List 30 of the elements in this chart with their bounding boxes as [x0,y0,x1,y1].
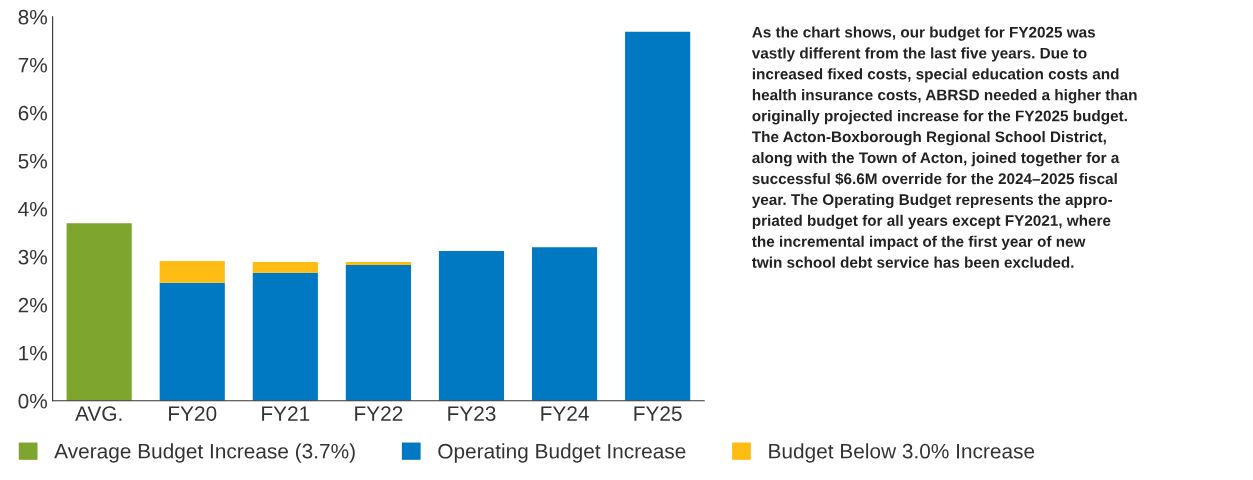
bar [252,272,318,401]
bar [345,262,411,265]
bar [625,31,691,401]
y-tick-label: 7% [18,57,48,73]
x-tick-label: FY25 [634,406,682,421]
legend-label: Average Budget Increase (3.7%) [54,443,355,463]
x-tick-label: FY22 [355,406,403,421]
legend-label: Budget Below 3.0% Increase [769,443,1035,463]
y-tick-label: 3% [18,249,48,265]
y-tick-label: 2% [18,297,48,313]
bar [252,262,318,273]
x-tick-label: AVG. [75,406,122,421]
y-tick-label: 1% [19,345,48,361]
text: As the chart shows, our budget for FY2025 was vastly different from the last five years. Due to increased fixed costs, special education costs and health insurance costs, ABRSD needed a higher than originally projected increase for the FY2025 budget. The Acton-Boxborough Regional School District, along with the Town of Acton, joined together for a successful $6.6M override for the 2024–2025 fiscal year. The Operating Budget represents the appro- priated budget for all years except FY2021, where the incremental impact of the first year of new twin school debt service has been excluded. [751,26,1137,268]
x-tick-label: FY23 [448,406,496,421]
legend-label: Operating Budget Increase [438,443,686,463]
bar [66,223,132,401]
x-tick-label: FY21 [262,406,310,421]
y-tick-label: 4% [18,201,48,217]
y-tick-label: 0% [18,393,48,409]
y-tick-label: 6% [18,105,48,121]
x-tick-label: FY20 [169,406,217,421]
bar [345,264,411,401]
bar [159,261,225,283]
bar [531,247,598,401]
bar [159,282,225,401]
x-tick-label: FY24 [541,406,589,421]
bar [438,251,505,401]
y-tick-label: 5% [18,153,48,169]
y-tick-label: 8% [18,9,48,25]
